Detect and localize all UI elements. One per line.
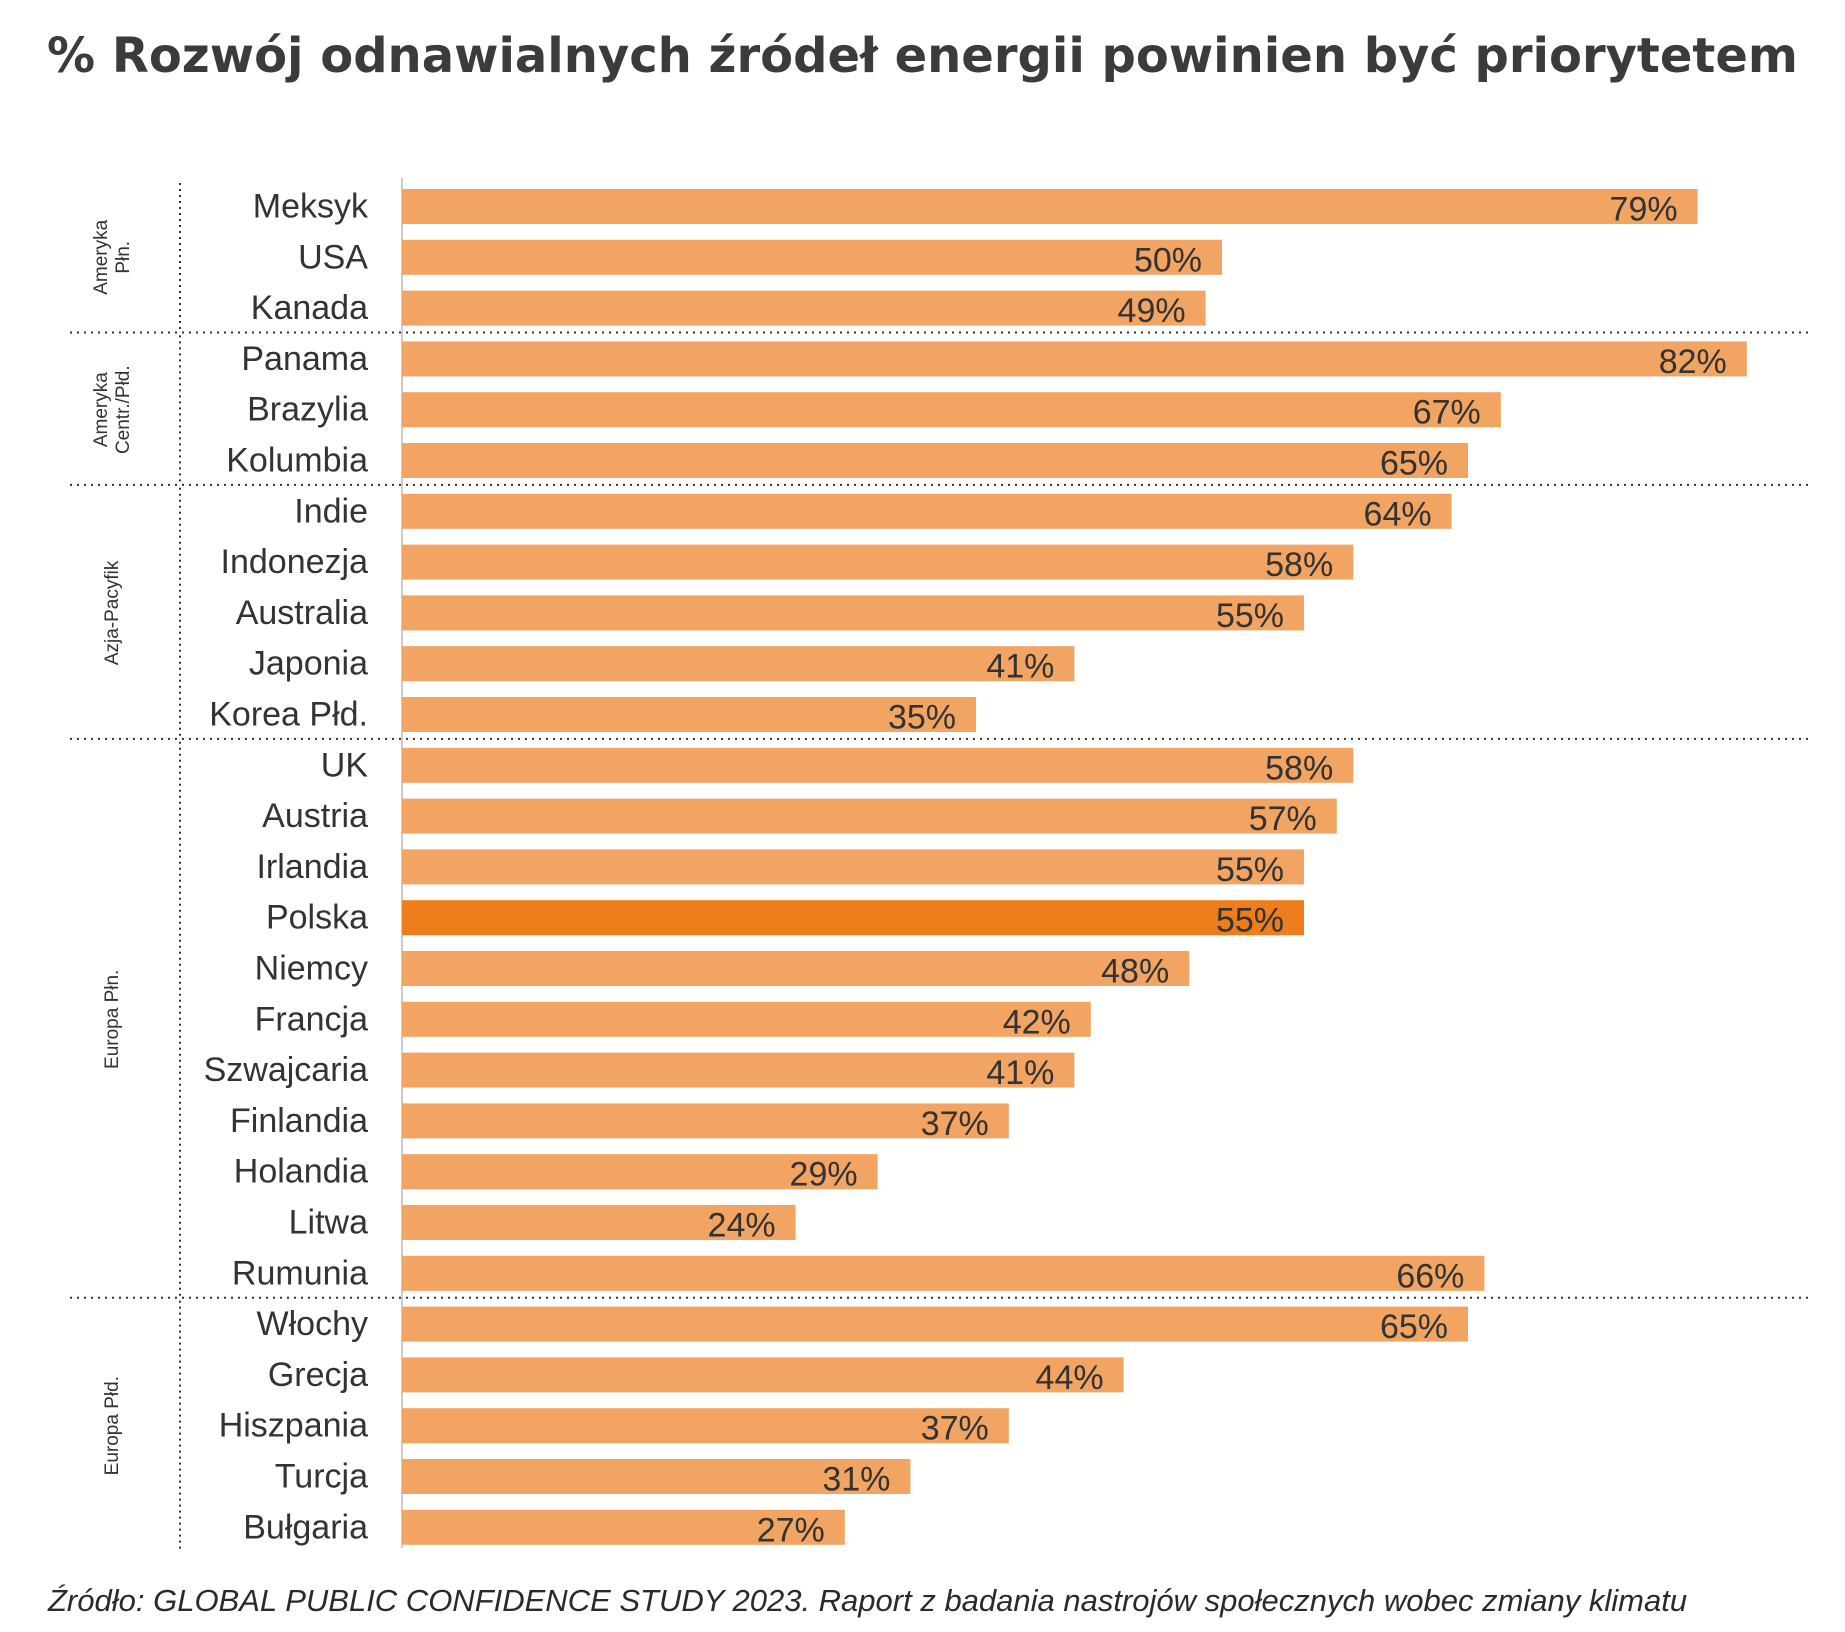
- data-label: 41%: [986, 1054, 1054, 1092]
- bar: [402, 392, 1501, 428]
- category-label: Korea Płd.: [209, 696, 368, 734]
- bar: [402, 646, 1075, 682]
- category-label: Brazylia: [247, 391, 368, 429]
- category-label: Polska: [266, 899, 368, 937]
- data-label: 49%: [1118, 292, 1186, 330]
- bar: [402, 1255, 1485, 1291]
- category-label: Austria: [262, 797, 368, 835]
- data-label: 27%: [757, 1511, 825, 1549]
- category-label: Francja: [255, 1000, 368, 1038]
- bar: [402, 544, 1354, 580]
- data-label: 44%: [1036, 1359, 1104, 1397]
- group-label: Płn.: [113, 241, 134, 274]
- bar: [402, 900, 1304, 936]
- category-label: UK: [321, 746, 369, 784]
- category-label: Finlandia: [230, 1102, 368, 1140]
- data-label: 41%: [986, 648, 1054, 686]
- bar: [402, 747, 1354, 783]
- data-label: 55%: [1216, 902, 1284, 940]
- source-note: Źródło: GLOBAL PUBLIC CONFIDENCE STUDY 2…: [48, 1583, 1688, 1618]
- group-label: Europa Płd.: [102, 1376, 123, 1475]
- bar: [402, 849, 1304, 885]
- group-label: Ameryka: [91, 372, 112, 447]
- bar: [402, 1509, 845, 1545]
- data-label: 42%: [1003, 1003, 1071, 1041]
- data-label: 65%: [1380, 1308, 1448, 1346]
- category-label: Włochy: [257, 1305, 368, 1343]
- category-label: Niemcy: [255, 950, 368, 988]
- bar: [402, 290, 1206, 326]
- bar: [402, 1459, 911, 1494]
- category-label: Hiszpania: [219, 1407, 368, 1445]
- category-label: Indonezja: [221, 543, 369, 581]
- category-label: Litwa: [289, 1204, 368, 1242]
- data-label: 55%: [1216, 851, 1284, 889]
- data-label: 55%: [1216, 597, 1284, 635]
- bar: [402, 1103, 1009, 1139]
- bar: [402, 341, 1747, 377]
- bar: [402, 1154, 878, 1190]
- group-label: Azja-Pacyfik: [102, 560, 123, 665]
- category-label: Holandia: [234, 1153, 368, 1191]
- data-label: 48%: [1101, 953, 1169, 991]
- data-label: 82%: [1659, 343, 1727, 381]
- bar: [402, 1306, 1468, 1342]
- bar: [402, 493, 1452, 529]
- category-label: USA: [298, 238, 368, 276]
- category-label: Japonia: [249, 645, 368, 683]
- data-label: 65%: [1380, 445, 1448, 483]
- data-label: 50%: [1134, 241, 1202, 279]
- bar: [402, 1408, 1009, 1444]
- group-label: Centr./Płd.: [113, 365, 134, 454]
- data-label: 67%: [1413, 394, 1481, 432]
- bar: [402, 189, 1698, 224]
- category-label: Grecja: [268, 1356, 368, 1394]
- category-label: Meksyk: [253, 188, 369, 226]
- category-label: Bułgaria: [243, 1508, 368, 1546]
- category-label: Rumunia: [232, 1254, 368, 1292]
- category-label: Kolumbia: [226, 442, 368, 480]
- category-label: Panama: [241, 340, 368, 378]
- group-label: Europa Płn.: [102, 970, 123, 1069]
- data-label: 57%: [1249, 800, 1317, 838]
- category-label: Indie: [294, 492, 368, 530]
- bar: [402, 595, 1304, 631]
- data-label: 58%: [1265, 749, 1333, 787]
- data-label: 64%: [1364, 495, 1432, 533]
- bar: [402, 798, 1337, 834]
- bar: [402, 951, 1190, 986]
- data-label: 35%: [888, 699, 956, 737]
- category-label: Kanada: [251, 289, 368, 327]
- bar: [402, 239, 1222, 275]
- data-label: 31%: [822, 1461, 890, 1499]
- data-label: 29%: [790, 1156, 858, 1194]
- bar: [402, 1001, 1091, 1037]
- bar: [402, 697, 976, 732]
- data-label: 79%: [1610, 191, 1678, 229]
- bar: [402, 1052, 1075, 1088]
- data-label: 58%: [1265, 546, 1333, 584]
- category-label: Turcja: [275, 1458, 368, 1496]
- data-label: 24%: [708, 1207, 776, 1245]
- category-label: Szwajcaria: [204, 1051, 368, 1089]
- data-label: 37%: [921, 1105, 989, 1143]
- category-label: Australia: [236, 594, 368, 632]
- bar: [402, 1205, 796, 1240]
- data-label: 37%: [921, 1410, 989, 1448]
- category-label: Irlandia: [256, 848, 368, 886]
- bar: [402, 443, 1468, 478]
- data-label: 66%: [1396, 1257, 1464, 1295]
- group-label: Ameryka: [91, 219, 112, 294]
- chart-title: % Rozwój odnawialnych źródeł energii pow…: [47, 28, 1798, 84]
- bar: [402, 1357, 1124, 1393]
